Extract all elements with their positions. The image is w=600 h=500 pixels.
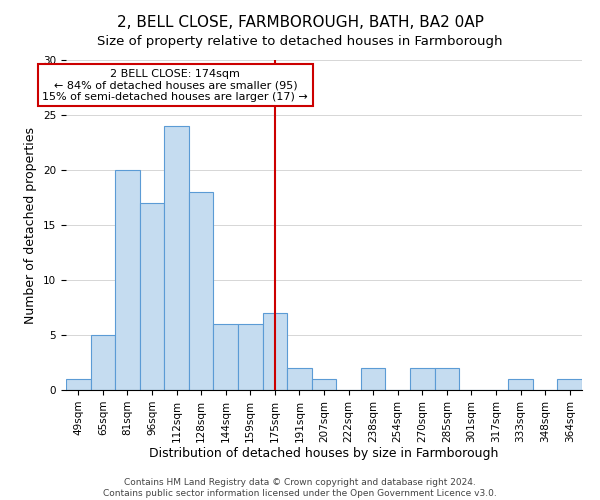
Bar <box>508 379 533 390</box>
Bar <box>214 324 238 390</box>
Text: 2 BELL CLOSE: 174sqm
← 84% of detached houses are smaller (95)
15% of semi-detac: 2 BELL CLOSE: 174sqm ← 84% of detached h… <box>43 69 308 102</box>
Bar <box>115 170 140 390</box>
Bar <box>410 368 434 390</box>
Bar <box>557 379 582 390</box>
Bar <box>238 324 263 390</box>
Bar <box>312 379 336 390</box>
Bar <box>287 368 312 390</box>
Bar <box>91 335 115 390</box>
Text: 2, BELL CLOSE, FARMBOROUGH, BATH, BA2 0AP: 2, BELL CLOSE, FARMBOROUGH, BATH, BA2 0A… <box>116 15 484 30</box>
Bar <box>434 368 459 390</box>
X-axis label: Distribution of detached houses by size in Farmborough: Distribution of detached houses by size … <box>149 448 499 460</box>
Bar <box>164 126 189 390</box>
Bar <box>263 313 287 390</box>
Bar <box>361 368 385 390</box>
Text: Size of property relative to detached houses in Farmborough: Size of property relative to detached ho… <box>97 35 503 48</box>
Bar <box>66 379 91 390</box>
Bar <box>140 203 164 390</box>
Text: Contains HM Land Registry data © Crown copyright and database right 2024.
Contai: Contains HM Land Registry data © Crown c… <box>103 478 497 498</box>
Bar <box>189 192 214 390</box>
Y-axis label: Number of detached properties: Number of detached properties <box>25 126 37 324</box>
